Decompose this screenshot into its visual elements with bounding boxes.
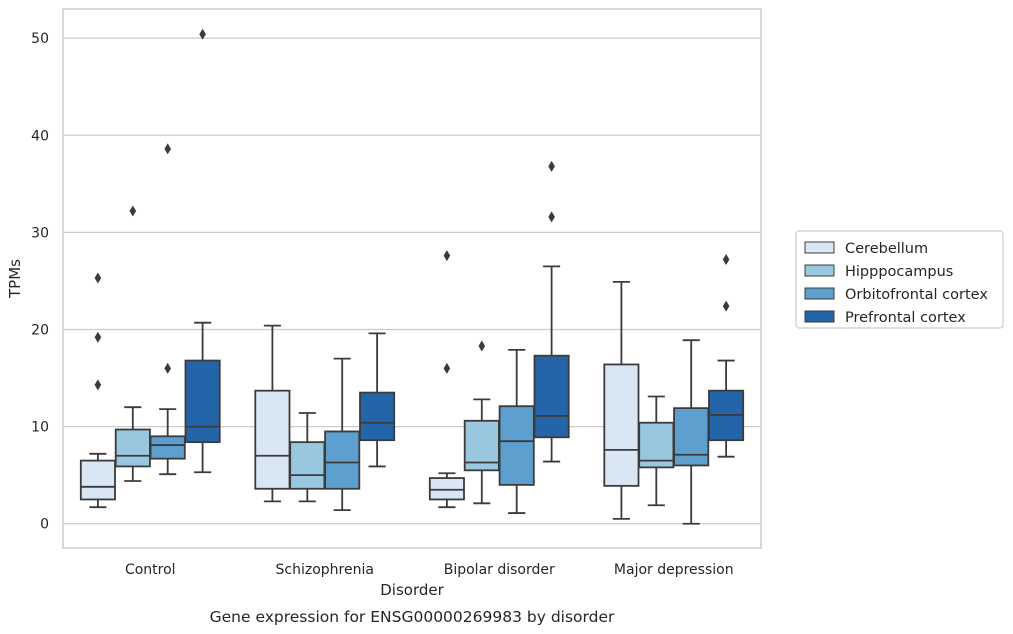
box-iqr <box>673 407 710 467</box>
box-iqr <box>149 435 186 460</box>
box-iqr <box>428 477 465 501</box>
outlier-point <box>548 160 555 172</box>
box-iqr <box>533 354 570 439</box>
box-prefrontal-cortex <box>184 28 221 474</box>
legend-label: Cerebellum <box>845 241 928 257</box>
chart-caption: Gene expression for ENSG00000269983 by d… <box>210 608 615 626</box>
box-hipppocampus <box>638 395 675 507</box>
box-iqr <box>254 389 291 490</box>
outlier-point <box>94 379 102 391</box>
x-tick-label: Schizophrenia <box>276 562 374 578</box>
outlier-point <box>443 250 451 262</box>
box-prefrontal-cortex <box>533 160 570 463</box>
y-tick-label: 10 <box>31 420 49 436</box>
outlier-point <box>443 362 451 374</box>
legend-swatch <box>804 287 835 300</box>
box-orbitofrontal-cortex <box>673 339 710 525</box>
x-axis-ticks: Control Schizophrenia Bipolar disorder Majo… <box>125 562 734 578</box>
outlier-point <box>129 205 137 217</box>
box-cerebellum <box>428 250 465 509</box>
box-orbitofrontal-cortex <box>324 357 361 512</box>
box-hipppocampus <box>114 205 151 482</box>
x-axis-label: Disorder <box>380 581 444 599</box>
outlier-point <box>199 28 206 40</box>
legend: Cerebellum Hipppocampus Orbitofrontal cort… <box>795 230 1004 329</box>
x-tick-label: Control <box>125 562 176 578</box>
box-orbitofrontal-cortex <box>498 348 535 514</box>
box-cerebellum <box>79 272 116 509</box>
box-prefrontal-cortex <box>708 254 745 458</box>
legend-label: Prefrontal cortex <box>845 310 966 326</box>
box-iqr <box>359 391 396 442</box>
box-hipppocampus <box>289 412 326 503</box>
legend-label: Hipppocampus <box>845 264 953 280</box>
outlier-point <box>722 254 730 266</box>
legend-swatch <box>804 241 835 254</box>
outlier-point <box>548 211 555 223</box>
box-iqr <box>79 459 116 501</box>
box-orbitofrontal-cortex <box>149 143 186 476</box>
y-tick-label: 20 <box>31 322 49 338</box>
box-plot-marks <box>79 28 745 525</box>
outlier-point <box>164 143 171 155</box>
box-iqr <box>289 441 326 490</box>
x-tick-label: Bipolar disorder <box>444 562 555 578</box>
y-gridlines <box>63 37 761 525</box>
box-iqr <box>498 405 535 486</box>
outlier-point <box>478 340 486 352</box>
outlier-point <box>94 331 102 343</box>
box-prefrontal-cortex <box>359 332 396 468</box>
legend-frame <box>795 230 1004 329</box>
plot-frame <box>62 8 762 549</box>
box-iqr <box>184 359 221 444</box>
box-cerebellum <box>603 280 640 520</box>
outlier-point <box>164 362 171 374</box>
box-iqr <box>114 428 151 468</box>
y-axis-ticks: 0 10 20 30 40 50 <box>31 31 49 533</box>
legend-swatch <box>804 264 835 277</box>
y-tick-label: 0 <box>40 517 49 533</box>
outlier-point <box>94 272 102 284</box>
legend-label: Orbitofrontal cortex <box>845 287 988 303</box>
box-cerebellum <box>254 324 291 503</box>
box-iqr <box>603 363 640 487</box>
y-tick-label: 40 <box>31 128 49 144</box>
y-tick-label: 50 <box>31 31 49 47</box>
x-tick-label: Major depression <box>614 562 734 578</box>
legend-swatch <box>804 310 835 323</box>
box-hipppocampus <box>463 340 500 505</box>
outlier-point <box>722 300 730 312</box>
y-tick-label: 30 <box>31 225 49 241</box>
y-axis-label: TPMs <box>6 259 24 299</box>
box-iqr <box>324 430 361 490</box>
